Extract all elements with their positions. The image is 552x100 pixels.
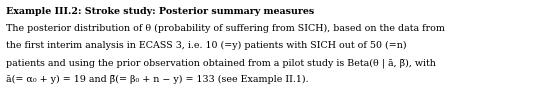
Text: The posterior distribution of θ (probability of suffering from SICH), based on t: The posterior distribution of θ (probabi… [6,24,444,33]
Text: Example III.2: Stroke study: Posterior summary measures: Example III.2: Stroke study: Posterior s… [6,7,314,16]
Text: the first interim analysis in ECASS 3, i.e. 10 (=y) patients with SICH out of 50: the first interim analysis in ECASS 3, i… [6,41,406,50]
Text: patients and using the prior observation obtained from a pilot study is Beta(θ |: patients and using the prior observation… [6,58,436,68]
Text: ā(= α₀ + y) = 19 and β̅(= β₀ + n − y) = 133 (see Example II.1).: ā(= α₀ + y) = 19 and β̅(= β₀ + n − y) = … [6,75,308,84]
